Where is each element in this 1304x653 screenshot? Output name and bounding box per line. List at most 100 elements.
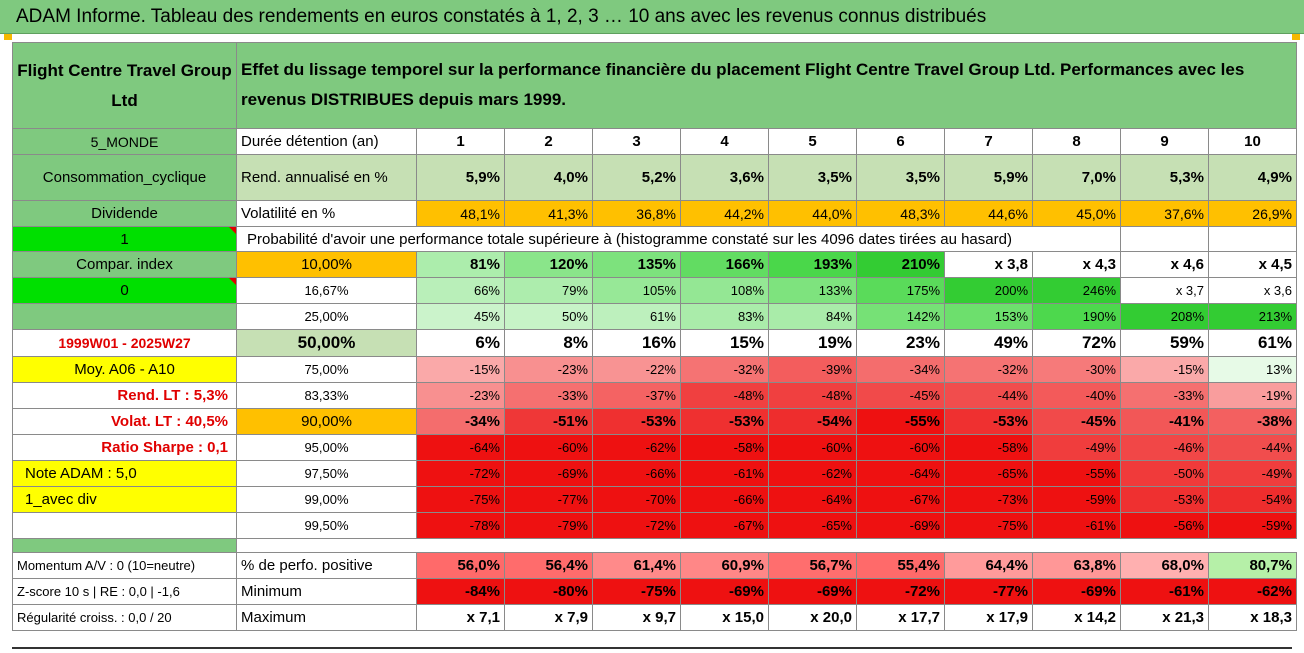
table-row: Régularité croiss. : 0,0 / 20 Maximum x 7,… — [12, 604, 1297, 631]
vol-value: 41,3% — [504, 200, 593, 227]
table-row: 25,00% 45% 50% 61% 83% 84% 142% 153% 190% 208% 213… — [12, 303, 1297, 330]
minimum-label: Minimum — [236, 578, 417, 605]
rend-value: 3,5% — [768, 154, 857, 201]
percentile-value: -53% — [592, 408, 681, 435]
percentile-value: -60% — [856, 434, 945, 461]
table-row — [12, 538, 1297, 553]
percentile-label: 97,50% — [236, 460, 417, 487]
separator-cell — [12, 538, 237, 553]
rend-value: 5,9% — [944, 154, 1033, 201]
rend-value: 5,2% — [592, 154, 681, 201]
percentile-value: -48% — [680, 382, 769, 409]
percentile-value: x 4,6 — [1120, 251, 1209, 278]
percentile-value: -38% — [1208, 408, 1297, 435]
percentile-value: 84% — [768, 303, 857, 330]
percentile-value: -49% — [1032, 434, 1121, 461]
percentile-value: 81% — [416, 251, 505, 278]
maximum-value: x 21,3 — [1120, 604, 1209, 631]
indicator-one: 1 — [12, 226, 237, 252]
maximum-label: Maximum — [236, 604, 417, 631]
percentile-value: -65% — [768, 512, 857, 539]
percentile-value: 61% — [592, 303, 681, 330]
company-name: Flight Centre Travel Group Ltd — [12, 42, 237, 129]
year-header: 5 — [768, 128, 857, 155]
rend-value: 4,9% — [1208, 154, 1297, 201]
percentile-value: -33% — [504, 382, 593, 409]
accent-mark — [4, 34, 12, 40]
bottom-border — [12, 647, 1292, 649]
percentile-value: 19% — [768, 329, 857, 357]
rend-value: 5,3% — [1120, 154, 1209, 201]
table-row: Consommation_cyclique Rend. annualisé en … — [12, 154, 1297, 201]
percentile-value: 135% — [592, 251, 681, 278]
percentile-value: -53% — [1120, 486, 1209, 513]
maximum-value: x 18,3 — [1208, 604, 1297, 631]
percentile-value: 108% — [680, 277, 769, 304]
percentile-value: -69% — [504, 460, 593, 487]
percentile-value: 246% — [1032, 277, 1121, 304]
table-row: 1999W01 - 2025W27 50,00% 6% 8% 16% 15% 19% 23% 4… — [12, 329, 1297, 357]
percentile-value: -55% — [856, 408, 945, 435]
table-row: 0 16,67% 66% 79% 105% 108% 133% 175% 200% 246% x 3… — [12, 277, 1297, 304]
minimum-value: -80% — [504, 578, 593, 605]
positive-value: 55,4% — [856, 552, 945, 579]
percentile-value: 83% — [680, 303, 769, 330]
percentile-value: 190% — [1032, 303, 1121, 330]
positive-label: % de perfo. positive — [236, 552, 417, 579]
page-title: ADAM Informe. Tableau des rendements en … — [0, 0, 1304, 34]
percentile-value: 210% — [856, 251, 945, 278]
percentile-value: -64% — [856, 460, 945, 487]
period-label: 1999W01 - 2025W27 — [12, 329, 237, 357]
percentile-value: -37% — [592, 382, 681, 409]
percentile-value: -55% — [1032, 460, 1121, 487]
percentile-value: -54% — [768, 408, 857, 435]
percentile-value: -53% — [944, 408, 1033, 435]
positive-value: 68,0% — [1120, 552, 1209, 579]
year-header: 7 — [944, 128, 1033, 155]
percentile-value: -44% — [1208, 434, 1297, 461]
percentile-value: 15% — [680, 329, 769, 357]
percentile-value: -46% — [1120, 434, 1209, 461]
percentile-value: -53% — [680, 408, 769, 435]
positive-value: 80,7% — [1208, 552, 1297, 579]
percentile-value: -41% — [1120, 408, 1209, 435]
year-header: 3 — [592, 128, 681, 155]
rend-value: 7,0% — [1032, 154, 1121, 201]
percentile-value: -15% — [416, 356, 505, 383]
vol-value: 45,0% — [1032, 200, 1121, 227]
positive-value: 56,0% — [416, 552, 505, 579]
sector-label: Consommation_cyclique — [12, 154, 237, 201]
percentile-value: 200% — [944, 277, 1033, 304]
percentile-value: -19% — [1208, 382, 1297, 409]
sharpe-label: Ratio Sharpe : 0,1 — [12, 434, 237, 461]
percentile-value: -66% — [592, 460, 681, 487]
percentile-value: 79% — [504, 277, 593, 304]
percentile-value: x 3,8 — [944, 251, 1033, 278]
year-header: 9 — [1120, 128, 1209, 155]
percentile-value: 105% — [592, 277, 681, 304]
minimum-value: -72% — [856, 578, 945, 605]
percentile-value: -44% — [944, 382, 1033, 409]
percentile-value: -72% — [592, 512, 681, 539]
percentile-value: x 4,5 — [1208, 251, 1297, 278]
percentile-value: -78% — [416, 512, 505, 539]
percentile-value: x 3,6 — [1208, 277, 1297, 304]
rend-value: 3,6% — [680, 154, 769, 201]
rend-label: Rend. annualisé en % — [236, 154, 417, 201]
percentile-value: -70% — [592, 486, 681, 513]
percentile-value: -79% — [504, 512, 593, 539]
note-adam: Note ADAM : 5,0 — [12, 460, 237, 487]
percentile-value: -62% — [768, 460, 857, 487]
percentile-value: -34% — [416, 408, 505, 435]
percentile-value: -45% — [856, 382, 945, 409]
positive-value: 56,4% — [504, 552, 593, 579]
zone-label: 5_MONDE — [12, 128, 237, 155]
rend-value: 4,0% — [504, 154, 593, 201]
percentile-value: -50% — [1120, 460, 1209, 487]
percentile-value: -32% — [680, 356, 769, 383]
percentile-label: 75,00% — [236, 356, 417, 383]
percentile-label: 50,00% — [236, 329, 417, 357]
percentile-value: -72% — [416, 460, 505, 487]
percentile-value: 175% — [856, 277, 945, 304]
percentile-value: -59% — [1208, 512, 1297, 539]
